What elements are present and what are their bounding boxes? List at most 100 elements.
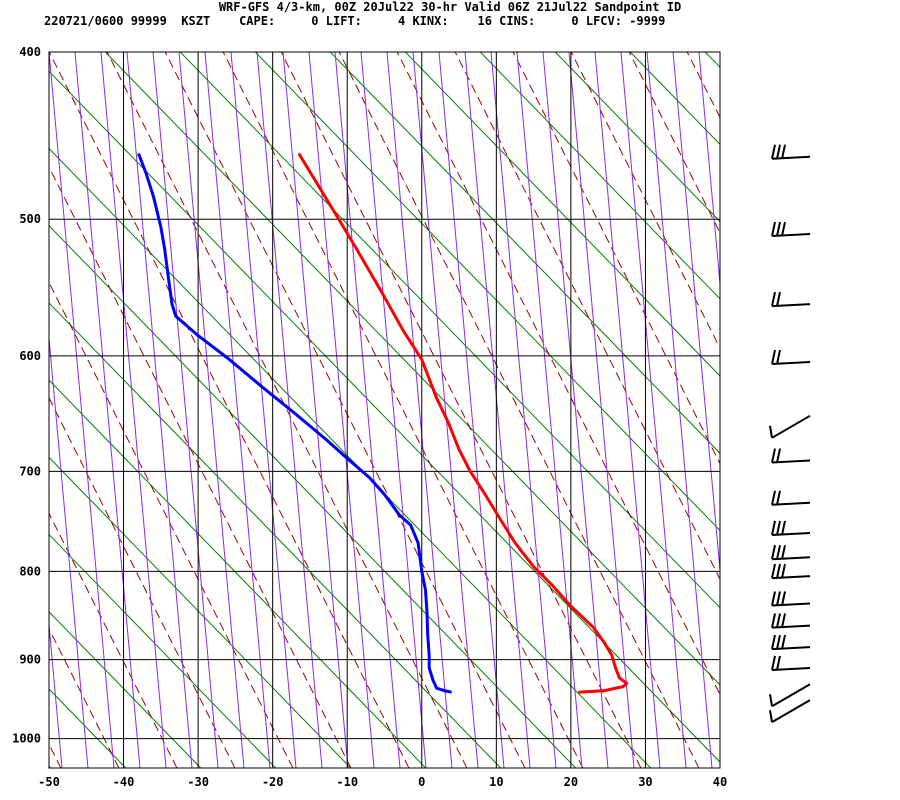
- mixing-ratio-line: [282, 52, 349, 768]
- dry-adiabat: [629, 52, 720, 146]
- mixing-ratio-line: [74, 52, 141, 768]
- x-tick-label: 30: [638, 775, 652, 789]
- mixing-ratio-line: [0, 52, 10, 768]
- wind-barb: [771, 563, 811, 580]
- dewpoint-profile: [137, 152, 452, 694]
- wind-barb: [771, 520, 811, 536]
- mixing-ratio-line: [568, 52, 635, 768]
- sounding-info-line: 220721/0600 99999 KSZT CAPE: 0 LIFT: 4 K…: [44, 14, 666, 28]
- wind-barb: [769, 414, 811, 439]
- mixing-ratio-line: [698, 52, 720, 289]
- mixing-ratio-line: [646, 52, 713, 768]
- dry-adiabat: [554, 52, 720, 223]
- y-tick-label: 800: [19, 564, 41, 578]
- y-tick-label: 1000: [12, 732, 41, 746]
- dry-adiabat: [49, 224, 577, 768]
- wind-barb: [771, 221, 811, 238]
- mixing-ratio-line: [620, 52, 687, 768]
- mixing-ratio-line: [178, 52, 245, 768]
- x-tick-label: 0: [418, 775, 425, 789]
- moist-adiabat: [628, 52, 720, 234]
- dry-adiabat: [479, 52, 720, 300]
- moist-adiabat: [280, 52, 642, 768]
- mixing-ratio-line: [152, 52, 219, 768]
- mixing-ratio-line: [594, 52, 661, 768]
- moist-adiabat: [49, 52, 410, 768]
- y-tick-label: 500: [19, 212, 41, 226]
- wind-barb: [771, 349, 811, 366]
- wind-barb: [771, 144, 811, 160]
- plot-frame: [48, 51, 721, 769]
- dry-adiabat: [0, 0, 34, 800]
- x-tick-label: -40: [113, 775, 135, 789]
- wind-barb: [771, 655, 811, 671]
- dry-adiabat: [49, 611, 202, 768]
- mixing-ratio-line: [334, 52, 401, 768]
- moist-adiabat: [0, 0, 23, 800]
- dry-adiabat: [179, 52, 720, 609]
- wind-barb: [771, 591, 811, 607]
- moist-adiabat: [49, 396, 236, 768]
- moist-adiabat: [705, 0, 900, 800]
- x-tick-label: 20: [564, 775, 578, 789]
- moist-adiabat: [338, 52, 700, 768]
- isotherm-isobar-grid: [49, 52, 720, 768]
- x-tick-label: -30: [187, 775, 209, 789]
- axis-labels: 400 500 600 700 800 900 1000 -50 -40 -30 -20 -10 0 10…: [12, 45, 727, 789]
- mixing-ratio-line: [204, 52, 271, 768]
- moist-adiabat: [49, 165, 352, 768]
- mixing-ratio-line: [49, 52, 115, 768]
- y-tick-label: 900: [19, 653, 41, 667]
- dry-adiabat: [49, 456, 352, 768]
- mixing-ratio-line: [516, 52, 583, 768]
- x-tick-label: -10: [336, 775, 358, 789]
- moist-adiabat: [106, 52, 468, 768]
- x-tick-label: 40: [713, 775, 727, 789]
- moist-adiabat: [821, 0, 900, 800]
- moist-adiabat: [763, 0, 900, 800]
- dry-adiabat: [49, 379, 427, 768]
- dry-adiabat: [404, 52, 720, 377]
- dry-adiabat: [329, 52, 720, 454]
- moist-adiabat: [512, 52, 720, 465]
- x-tick-label: 10: [489, 775, 503, 789]
- moist-adiabat: [49, 281, 294, 768]
- y-tick-label: 700: [19, 464, 41, 478]
- moist-adiabat: [879, 0, 900, 800]
- mixing-ratio-line: [412, 52, 479, 768]
- moist-adiabat: [222, 52, 584, 768]
- wind-barb: [771, 634, 811, 651]
- mixing-ratio-line: [49, 332, 89, 768]
- wind-barb: [771, 490, 811, 506]
- y-tick-label: 600: [19, 349, 41, 363]
- series-layer: [137, 152, 629, 694]
- x-tick-label: -20: [262, 775, 284, 789]
- wind-barb: [771, 448, 811, 464]
- moist-adiabat: [164, 52, 526, 768]
- wind-barb: [769, 699, 811, 724]
- wind-barb: [771, 545, 811, 561]
- moist-adiabat: [454, 52, 720, 581]
- chart-title: WRF-GFS 4/3-km, 00Z 20Jul22 30-hr Valid …: [218, 0, 682, 14]
- dry-adiabat: [49, 533, 277, 768]
- y-tick-label: 400: [19, 45, 41, 59]
- mixing-ratio-line: [308, 52, 375, 768]
- wind-barbs: [769, 144, 811, 724]
- dry-adiabat: [804, 0, 900, 800]
- mixing-ratio-line: [230, 52, 297, 768]
- x-tick-label: -50: [38, 775, 60, 789]
- mixing-ratio-line: [360, 52, 427, 768]
- dry-adiabat: [729, 0, 900, 800]
- mixing-ratio-line: [725, 52, 790, 768]
- mixing-ratio-line: [100, 52, 167, 768]
- mixing-ratio-line: [490, 52, 557, 768]
- mixing-ratio-line: [386, 52, 453, 768]
- moist-adiabat: [49, 512, 178, 768]
- wind-barb: [771, 291, 811, 308]
- mixing-ratio-line: [126, 52, 193, 768]
- temperature-profile: [297, 152, 629, 694]
- wind-barb: [771, 613, 811, 629]
- mixing-ratio-line: [438, 52, 505, 768]
